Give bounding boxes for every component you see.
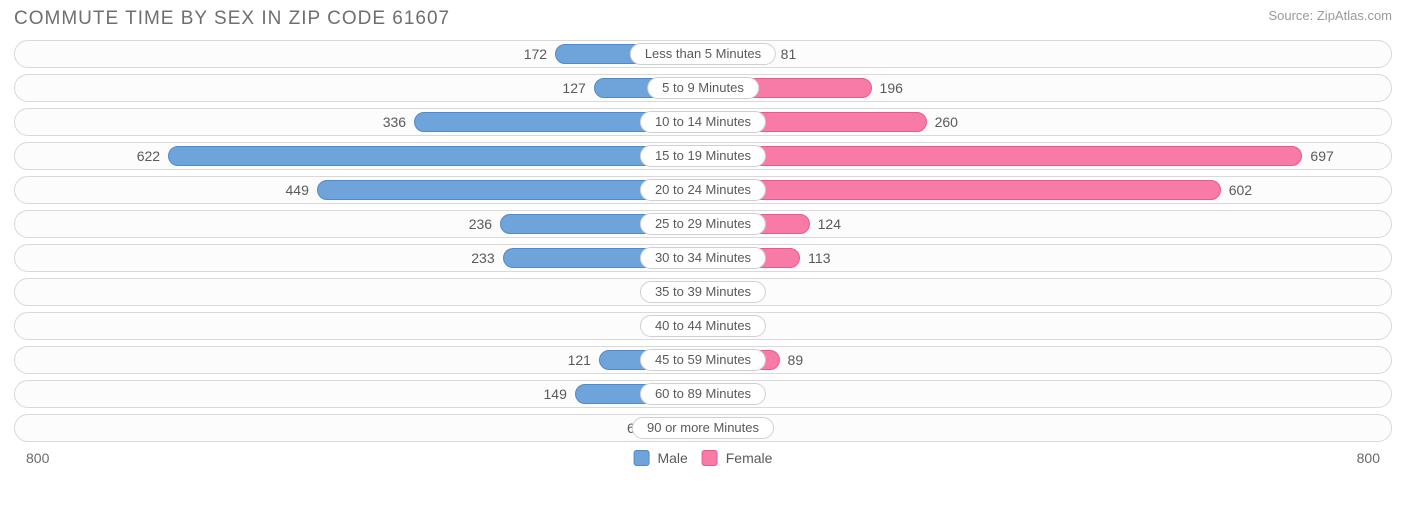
male-value-label: 622 — [137, 143, 160, 171]
category-pill: 40 to 44 Minutes — [640, 315, 766, 337]
chart-row: 121 89 45 to 59 Minutes — [14, 346, 1392, 374]
male-bar — [168, 146, 703, 166]
female-value-label: 124 — [818, 211, 841, 239]
male-value-label: 449 — [286, 177, 309, 205]
male-value-label: 127 — [562, 75, 585, 103]
female-value-label: 196 — [880, 75, 903, 103]
male-value-label: 121 — [568, 347, 591, 375]
chart-source: Source: ZipAtlas.com — [1268, 8, 1392, 23]
category-pill: 10 to 14 Minutes — [640, 111, 766, 133]
male-swatch-icon — [634, 450, 650, 466]
diverging-bar-chart: 172 81Less than 5 Minutes 127 196 5 to 9 Min… — [0, 34, 1406, 442]
category-pill: 35 to 39 Minutes — [640, 281, 766, 303]
category-pill: Less than 5 Minutes — [630, 43, 776, 65]
axis-max-left: 800 — [26, 450, 49, 466]
chart-row: 449 602 20 to 24 Minutes — [14, 176, 1392, 204]
category-pill: 30 to 34 Minutes — [640, 247, 766, 269]
female-value-label: 602 — [1229, 177, 1252, 205]
male-value-label: 172 — [524, 41, 547, 69]
legend: Male Female — [634, 450, 773, 466]
female-value-label: 260 — [935, 109, 958, 137]
chart-row: 336 260 10 to 14 Minutes — [14, 108, 1392, 136]
male-value-label: 233 — [471, 245, 494, 273]
chart-row: 236 124 25 to 29 Minutes — [14, 210, 1392, 238]
male-value-label: 236 — [469, 211, 492, 239]
chart-row: 172 81Less than 5 Minutes — [14, 40, 1392, 68]
category-pill: 20 to 24 Minutes — [640, 179, 766, 201]
female-value-label: 697 — [1310, 143, 1333, 171]
female-swatch-icon — [702, 450, 718, 466]
chart-row: 61090 or more Minutes — [14, 414, 1392, 442]
category-pill: 5 to 9 Minutes — [647, 77, 759, 99]
male-value-label: 336 — [383, 109, 406, 137]
legend-item-female: Female — [702, 450, 773, 466]
legend-item-male: Male — [634, 450, 688, 466]
chart-row: 622 697 15 to 19 Minutes — [14, 142, 1392, 170]
female-value-label: 81 — [781, 41, 797, 69]
female-value-label: 89 — [788, 347, 804, 375]
female-value-label: 113 — [808, 245, 830, 273]
chart-row: 26340 to 44 Minutes — [14, 312, 1392, 340]
category-pill: 25 to 29 Minutes — [640, 213, 766, 235]
category-pill: 60 to 89 Minutes — [640, 383, 766, 405]
male-value-label: 149 — [544, 381, 567, 409]
female-bar — [703, 146, 1302, 166]
category-pill: 90 or more Minutes — [632, 417, 774, 439]
chart-row: 101635 to 39 Minutes — [14, 278, 1392, 306]
legend-female-label: Female — [726, 450, 773, 466]
category-pill: 15 to 19 Minutes — [640, 145, 766, 167]
chart-title: COMMUTE TIME BY SEX IN ZIP CODE 61607 — [14, 8, 450, 30]
category-pill: 45 to 59 Minutes — [640, 349, 766, 371]
female-bar — [703, 180, 1221, 200]
axis-max-right: 800 — [1357, 450, 1380, 466]
chart-row: 127 196 5 to 9 Minutes — [14, 74, 1392, 102]
legend-male-label: Male — [657, 450, 687, 466]
chart-row: 1491560 to 89 Minutes — [14, 380, 1392, 408]
chart-row: 233 113 30 to 34 Minutes — [14, 244, 1392, 272]
